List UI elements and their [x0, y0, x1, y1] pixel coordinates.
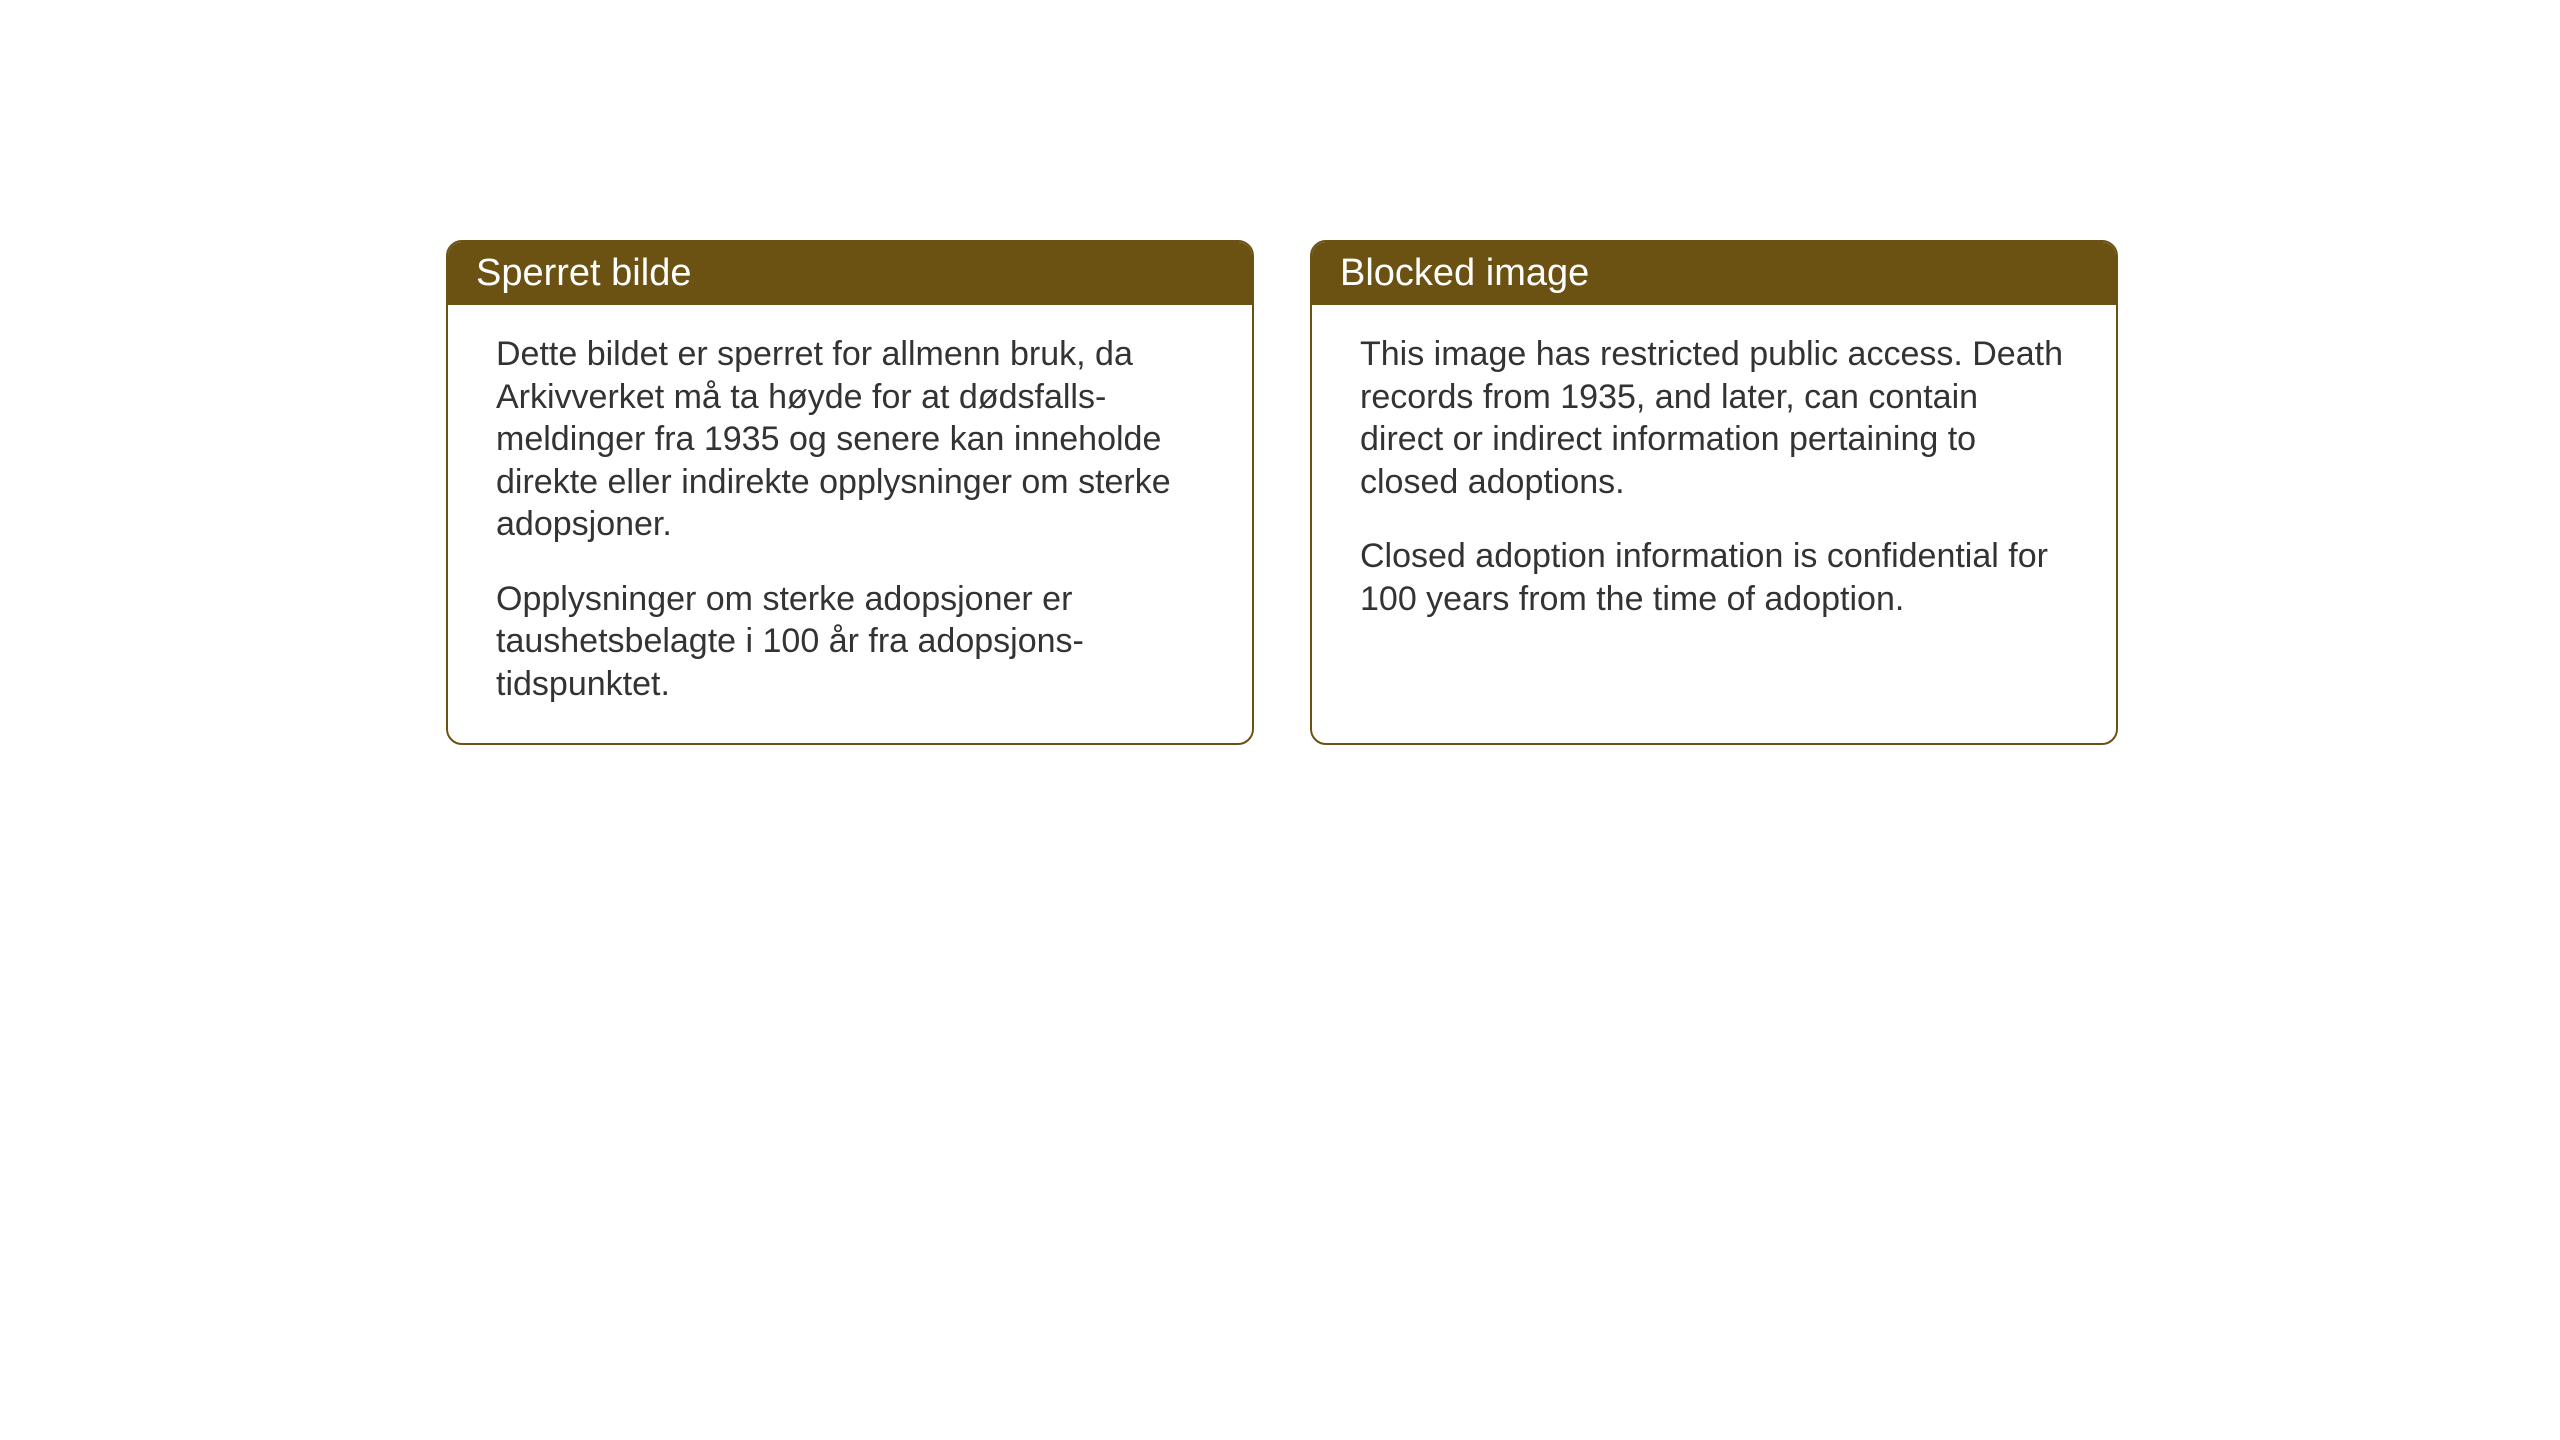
cards-container: Sperret bilde Dette bildet er sperret fo…	[446, 240, 2118, 745]
card-paragraph-1-norwegian: Dette bildet er sperret for allmenn bruk…	[496, 333, 1204, 546]
card-header-english: Blocked image	[1312, 242, 2116, 305]
card-paragraph-2-norwegian: Opplysninger om sterke adopsjoner er tau…	[496, 578, 1204, 706]
card-paragraph-1-english: This image has restricted public access.…	[1360, 333, 2068, 503]
notice-card-norwegian: Sperret bilde Dette bildet er sperret fo…	[446, 240, 1254, 745]
card-paragraph-2-english: Closed adoption information is confident…	[1360, 535, 2068, 620]
card-header-norwegian: Sperret bilde	[448, 242, 1252, 305]
card-body-english: This image has restricted public access.…	[1312, 305, 2116, 658]
card-body-norwegian: Dette bildet er sperret for allmenn bruk…	[448, 305, 1252, 743]
card-title-norwegian: Sperret bilde	[476, 252, 691, 294]
notice-card-english: Blocked image This image has restricted …	[1310, 240, 2118, 745]
card-title-english: Blocked image	[1340, 252, 1589, 294]
